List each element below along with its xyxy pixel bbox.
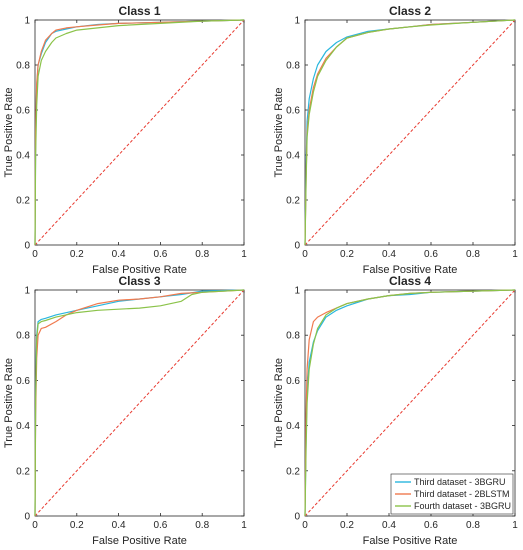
y-tick-label: 0.8	[16, 61, 30, 72]
legend-label: Third dataset - 3BGRU	[414, 477, 506, 487]
x-tick-label: 0.8	[466, 520, 480, 531]
y-tick-label: 0.2	[16, 196, 30, 207]
y-axis-label: True Positive Rate	[3, 358, 15, 448]
panel-title: Class 3	[118, 274, 160, 288]
x-tick-label: 0.2	[340, 249, 354, 260]
y-tick-label: 0.2	[16, 466, 30, 477]
roc-curve-3	[34, 289, 245, 517]
x-tick-label: 0.6	[424, 520, 438, 531]
chance-diagonal-line	[34, 289, 245, 517]
x-tick-label: 0.4	[112, 249, 126, 260]
y-tick-label: 0.2	[286, 196, 300, 207]
y-tick-label: 0.6	[16, 106, 30, 117]
chance-diagonal-line	[34, 19, 245, 246]
x-tick-label: 0.2	[70, 249, 84, 260]
legend-box	[390, 473, 514, 515]
y-tick-label: 1	[24, 286, 30, 297]
roc-curve-3	[34, 19, 245, 246]
y-tick-label: 0	[294, 241, 300, 252]
panel-title: Class 1	[118, 4, 160, 18]
x-tick-label: 0.2	[340, 520, 354, 531]
roc-panel: 0 0.2 0.4 0.6 0.8 1 0 0.2 0.4 0.6 0.8 1 Class 1 False…	[3, 4, 247, 276]
x-tick-label: 0.4	[382, 249, 396, 260]
chance-diagonal-line	[304, 289, 516, 517]
x-tick-label: 0.8	[195, 249, 209, 260]
y-tick-label: 0	[24, 512, 30, 523]
roc-curve-3	[304, 19, 516, 246]
y-tick-label: 0.8	[16, 331, 30, 342]
roc-curve-2	[34, 19, 245, 246]
x-tick-label: 1	[512, 520, 518, 531]
x-tick-label: 0.8	[195, 520, 209, 531]
y-tick-label: 0.2	[286, 466, 300, 477]
y-tick-label: 1	[294, 286, 300, 297]
y-tick-label: 0.4	[16, 421, 30, 432]
panel-title: Class 2	[389, 4, 431, 18]
x-axis-label: False Positive Rate	[363, 535, 458, 547]
y-tick-label: 1	[24, 16, 30, 27]
legend-label: Fourth dataset - 3BGRU	[414, 501, 511, 511]
y-tick-label: 0.4	[16, 151, 30, 162]
x-tick-label: 0.6	[153, 520, 167, 531]
y-tick-label: 0.6	[16, 376, 30, 387]
roc-curve-3	[304, 289, 516, 517]
chance-diagonal-line	[304, 19, 516, 246]
y-axis-label: True Positive Rate	[273, 358, 285, 448]
x-tick-label: 0.4	[112, 520, 126, 531]
y-tick-label: 0.8	[286, 331, 300, 342]
y-tick-label: 0	[294, 512, 300, 523]
y-tick-label: 1	[294, 16, 300, 27]
x-tick-label: 0.8	[466, 249, 480, 260]
roc-panel: 0 0.2 0.4 0.6 0.8 1 0 0.2 0.4 0.6 0.8 1 Class 2 False…	[273, 4, 518, 276]
x-tick-label: 0.2	[70, 520, 84, 531]
roc-panel: 0 0.2 0.4 0.6 0.8 1 0 0.2 0.4 0.6 0.8 1 Class 3 False…	[3, 274, 247, 547]
legend-label: Third dataset - 2BLSTM	[414, 489, 510, 499]
panel-title: Class 4	[389, 274, 431, 288]
y-tick-label: 0.4	[286, 421, 300, 432]
y-tick-label: 0.8	[286, 61, 300, 72]
legend: Third dataset - 3BGRU Third dataset - 2BL…	[390, 473, 514, 515]
y-tick-label: 0.6	[286, 376, 300, 387]
x-tick-label: 0.6	[424, 249, 438, 260]
x-axis-label: False Positive Rate	[92, 535, 187, 547]
y-tick-label: 0	[24, 241, 30, 252]
x-tick-label: 0	[32, 520, 38, 531]
x-tick-label: 0.6	[153, 249, 167, 260]
x-tick-label: 0	[302, 249, 308, 260]
x-tick-label: 1	[512, 249, 518, 260]
x-tick-label: 0	[302, 520, 308, 531]
y-tick-label: 0.6	[286, 106, 300, 117]
y-tick-label: 0.4	[286, 151, 300, 162]
roc-curve-2	[34, 289, 245, 517]
x-tick-label: 1	[241, 520, 247, 531]
x-axis-label: False Positive Rate	[363, 264, 458, 276]
x-tick-label: 0.4	[382, 520, 396, 531]
y-axis-label: True Positive Rate	[273, 87, 285, 177]
y-axis-label: True Positive Rate	[3, 87, 15, 177]
x-tick-label: 0	[32, 249, 38, 260]
x-axis-label: False Positive Rate	[92, 264, 187, 276]
x-tick-label: 1	[241, 249, 247, 260]
